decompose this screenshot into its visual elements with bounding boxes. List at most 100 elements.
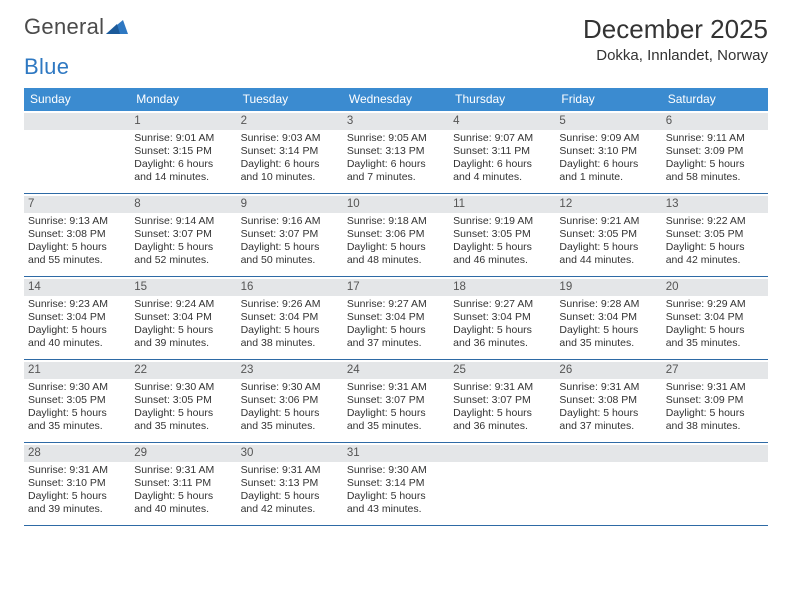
day-detail-line: Daylight: 5 hours	[666, 407, 764, 420]
day-detail-line: and 35 minutes.	[241, 420, 339, 433]
day-detail-line: and 38 minutes.	[666, 420, 764, 433]
day-detail-line: and 4 minutes.	[453, 171, 551, 184]
day-number: 21	[24, 362, 130, 379]
day-detail-line: Daylight: 6 hours	[559, 158, 657, 171]
day-detail-line: Sunrise: 9:31 AM	[453, 381, 551, 394]
day-detail-line: Sunset: 3:09 PM	[666, 145, 764, 158]
day-number: 27	[662, 362, 768, 379]
day-cell: 13Sunrise: 9:22 AMSunset: 3:05 PMDayligh…	[662, 194, 768, 276]
day-detail-line: Sunrise: 9:21 AM	[559, 215, 657, 228]
day-cell	[555, 443, 661, 525]
day-detail-line: Sunset: 3:14 PM	[241, 145, 339, 158]
day-details: Sunrise: 9:23 AMSunset: 3:04 PMDaylight:…	[28, 298, 126, 351]
day-details: Sunrise: 9:30 AMSunset: 3:05 PMDaylight:…	[134, 381, 232, 434]
day-cell: 24Sunrise: 9:31 AMSunset: 3:07 PMDayligh…	[343, 360, 449, 442]
day-detail-line: and 7 minutes.	[347, 171, 445, 184]
day-detail-line: Sunrise: 9:05 AM	[347, 132, 445, 145]
day-detail-line: Daylight: 5 hours	[134, 241, 232, 254]
day-detail-line: and 10 minutes.	[241, 171, 339, 184]
day-detail-line: Sunrise: 9:30 AM	[241, 381, 339, 394]
day-detail-line: Sunset: 3:04 PM	[134, 311, 232, 324]
day-detail-line: Sunrise: 9:19 AM	[453, 215, 551, 228]
day-detail-line: and 46 minutes.	[453, 254, 551, 267]
day-detail-line: Daylight: 5 hours	[28, 324, 126, 337]
day-detail-line: Sunset: 3:05 PM	[28, 394, 126, 407]
day-cell: 25Sunrise: 9:31 AMSunset: 3:07 PMDayligh…	[449, 360, 555, 442]
day-cell	[662, 443, 768, 525]
day-detail-line: Sunset: 3:09 PM	[666, 394, 764, 407]
day-detail-line: Sunset: 3:10 PM	[559, 145, 657, 158]
day-detail-line: Sunset: 3:05 PM	[134, 394, 232, 407]
day-number: 10	[343, 196, 449, 213]
day-detail-line: Sunrise: 9:31 AM	[134, 464, 232, 477]
day-number: 2	[237, 113, 343, 130]
weekday-wed: Wednesday	[343, 88, 449, 111]
day-details: Sunrise: 9:13 AMSunset: 3:08 PMDaylight:…	[28, 215, 126, 268]
day-cell: 19Sunrise: 9:28 AMSunset: 3:04 PMDayligh…	[555, 277, 661, 359]
day-cell: 3Sunrise: 9:05 AMSunset: 3:13 PMDaylight…	[343, 111, 449, 193]
day-detail-line: Sunrise: 9:30 AM	[134, 381, 232, 394]
day-detail-line: Sunset: 3:05 PM	[666, 228, 764, 241]
day-details: Sunrise: 9:31 AMSunset: 3:07 PMDaylight:…	[453, 381, 551, 434]
weekday-sun: Sunday	[24, 88, 130, 111]
logo: General	[24, 14, 128, 40]
weekday-header: Sunday Monday Tuesday Wednesday Thursday…	[24, 88, 768, 111]
day-detail-line: Sunset: 3:04 PM	[347, 311, 445, 324]
day-cell: 18Sunrise: 9:27 AMSunset: 3:04 PMDayligh…	[449, 277, 555, 359]
day-details: Sunrise: 9:24 AMSunset: 3:04 PMDaylight:…	[134, 298, 232, 351]
day-number	[449, 445, 555, 462]
day-detail-line: and 55 minutes.	[28, 254, 126, 267]
day-number: 11	[449, 196, 555, 213]
day-detail-line: and 35 minutes.	[134, 420, 232, 433]
day-detail-line: Sunset: 3:15 PM	[134, 145, 232, 158]
day-detail-line: Daylight: 5 hours	[28, 490, 126, 503]
day-detail-line: Daylight: 5 hours	[28, 407, 126, 420]
day-cell: 9Sunrise: 9:16 AMSunset: 3:07 PMDaylight…	[237, 194, 343, 276]
day-detail-line: Sunrise: 9:29 AM	[666, 298, 764, 311]
day-cell: 28Sunrise: 9:31 AMSunset: 3:10 PMDayligh…	[24, 443, 130, 525]
day-cell: 26Sunrise: 9:31 AMSunset: 3:08 PMDayligh…	[555, 360, 661, 442]
day-cell: 5Sunrise: 9:09 AMSunset: 3:10 PMDaylight…	[555, 111, 661, 193]
weekday-mon: Monday	[130, 88, 236, 111]
day-cell: 8Sunrise: 9:14 AMSunset: 3:07 PMDaylight…	[130, 194, 236, 276]
day-detail-line: Sunset: 3:06 PM	[241, 394, 339, 407]
week-row: 1Sunrise: 9:01 AMSunset: 3:15 PMDaylight…	[24, 111, 768, 194]
day-detail-line: Sunrise: 9:31 AM	[241, 464, 339, 477]
day-detail-line: Sunset: 3:07 PM	[241, 228, 339, 241]
week-row: 14Sunrise: 9:23 AMSunset: 3:04 PMDayligh…	[24, 277, 768, 360]
day-number	[662, 445, 768, 462]
day-detail-line: Sunrise: 9:07 AM	[453, 132, 551, 145]
day-cell: 11Sunrise: 9:19 AMSunset: 3:05 PMDayligh…	[449, 194, 555, 276]
day-detail-line: and 48 minutes.	[347, 254, 445, 267]
day-details: Sunrise: 9:28 AMSunset: 3:04 PMDaylight:…	[559, 298, 657, 351]
day-detail-line: Sunset: 3:08 PM	[559, 394, 657, 407]
day-detail-line: Sunset: 3:04 PM	[559, 311, 657, 324]
day-number: 17	[343, 279, 449, 296]
day-details: Sunrise: 9:31 AMSunset: 3:10 PMDaylight:…	[28, 464, 126, 517]
weekday-thu: Thursday	[449, 88, 555, 111]
day-detail-line: Sunset: 3:10 PM	[28, 477, 126, 490]
day-detail-line: Daylight: 5 hours	[134, 324, 232, 337]
day-detail-line: Sunset: 3:04 PM	[453, 311, 551, 324]
day-detail-line: Sunset: 3:08 PM	[28, 228, 126, 241]
day-detail-line: Daylight: 6 hours	[241, 158, 339, 171]
day-number: 12	[555, 196, 661, 213]
day-number: 4	[449, 113, 555, 130]
logo-text-gray: General	[24, 14, 104, 40]
day-number	[24, 113, 130, 130]
day-detail-line: and 37 minutes.	[347, 337, 445, 350]
day-cell: 7Sunrise: 9:13 AMSunset: 3:08 PMDaylight…	[24, 194, 130, 276]
day-cell: 27Sunrise: 9:31 AMSunset: 3:09 PMDayligh…	[662, 360, 768, 442]
day-detail-line: Sunrise: 9:16 AM	[241, 215, 339, 228]
day-detail-line: Sunrise: 9:14 AM	[134, 215, 232, 228]
day-number	[555, 445, 661, 462]
day-details: Sunrise: 9:30 AMSunset: 3:14 PMDaylight:…	[347, 464, 445, 517]
day-detail-line: and 40 minutes.	[28, 337, 126, 350]
day-number: 26	[555, 362, 661, 379]
day-detail-line: and 42 minutes.	[241, 503, 339, 516]
day-details: Sunrise: 9:31 AMSunset: 3:13 PMDaylight:…	[241, 464, 339, 517]
logo-triangle-icon	[106, 14, 128, 40]
day-detail-line: Sunrise: 9:13 AM	[28, 215, 126, 228]
week-row: 28Sunrise: 9:31 AMSunset: 3:10 PMDayligh…	[24, 443, 768, 526]
day-number: 6	[662, 113, 768, 130]
